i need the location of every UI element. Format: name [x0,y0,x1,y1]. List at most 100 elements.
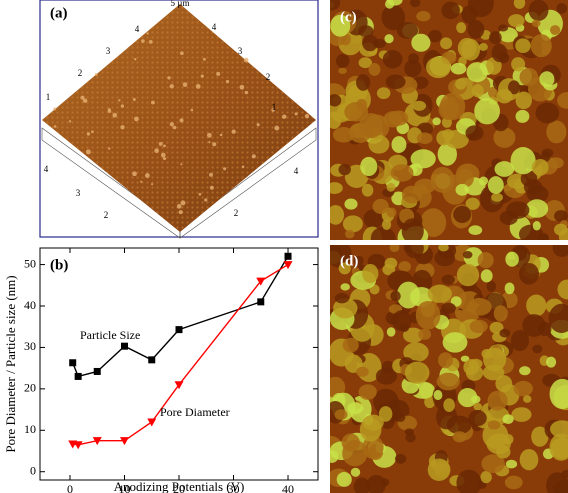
marker [174,381,184,390]
afm-grain [330,204,345,225]
afm-grain [465,125,484,141]
afm-peak [85,149,91,155]
afm-grain [401,185,423,204]
afm-peak [140,180,143,183]
afm-grain [427,458,451,482]
afm-grain [412,100,427,111]
axis-label: 4 [212,22,217,32]
afm-grain [353,477,370,493]
afm-grain [482,364,505,381]
afm-grain [395,453,407,464]
afm-peak [68,120,72,123]
x-tick-label: 0 [67,482,73,493]
afm-grain [441,1,460,20]
afm-peak [200,74,204,78]
afm-grain [330,0,341,11]
afm-grain [526,294,547,317]
afm-grain [386,0,403,6]
afm-peak [154,148,159,153]
afm-peak [160,152,166,158]
afm-grain [332,127,355,143]
afm-grain [360,156,378,177]
afm-grain [450,62,467,75]
afm-grain [487,86,498,98]
afm-grain [430,166,455,193]
afm-grain [496,88,513,104]
axis-label: 1 [46,92,51,102]
afm-grain [411,33,431,52]
afm-grain [375,367,397,385]
afm-grain [344,229,355,239]
afm-peak [112,112,118,118]
afm-grain [538,233,549,240]
afm-peak [195,84,201,89]
afm-grain [493,305,508,322]
afm-grain [461,38,481,61]
afm-grain [356,366,369,377]
afm-grain [549,378,568,410]
afm-grain [519,448,539,471]
axis-label: 3 [76,188,81,198]
afm-grain [438,352,453,369]
afm-grain [390,290,401,302]
marker [69,359,77,367]
afm-grain [528,0,549,21]
afm-grain [443,398,455,412]
afm-grain [493,127,516,148]
afm-grain [426,56,451,79]
axis-label: 4 [294,166,299,176]
afm-grain [511,407,532,422]
afm-image-d [330,245,568,493]
afm-peak [204,198,208,202]
panel-label: (c) [340,9,357,25]
afm-grain [465,197,480,210]
afm-grain [338,262,351,275]
afm-grain [432,117,441,126]
afm-grain [499,328,511,338]
afm-peak [304,114,310,119]
afm-peak [169,122,175,127]
afm-grain [390,164,414,182]
afm-grain [504,282,515,295]
afm-grain [333,298,358,319]
marker [148,356,156,364]
series-label: Pore Diameter [160,405,230,419]
afm-grain [554,210,568,222]
afm-grain [468,225,483,236]
afm-peak [212,142,217,147]
series-label: Particle Size [80,328,140,342]
afm-grain [561,469,568,479]
afm-grain [362,34,378,52]
afm-grain [404,245,424,259]
afm-grain [487,176,504,194]
afm-grain [396,22,419,39]
afm-grain [456,169,474,188]
afm-peak [53,125,57,128]
panel-label: (d) [340,253,358,269]
afm-grain [344,102,369,122]
afm-grain [330,450,339,463]
y-tick-label: 10 [24,422,36,436]
afm-grain [487,420,501,430]
afm-grain [452,431,467,443]
afm-grain [436,130,451,146]
afm-peak [282,114,287,119]
afm-grain [508,14,525,28]
afm-grain [548,157,564,169]
axis-label: 4 [44,164,49,174]
marker [257,298,265,306]
afm-peak [198,192,202,196]
afm-grain [330,245,352,268]
afm-peak [86,132,91,136]
afm-peak [94,73,98,76]
afm-grain [330,94,342,107]
afm-grain [532,221,541,231]
afm-grain [522,314,546,337]
afm-grain [541,148,554,158]
afm-grain [539,71,555,88]
afm-grain [415,300,441,330]
afm-peak [163,144,166,148]
x-tick-label: 20 [173,482,185,493]
